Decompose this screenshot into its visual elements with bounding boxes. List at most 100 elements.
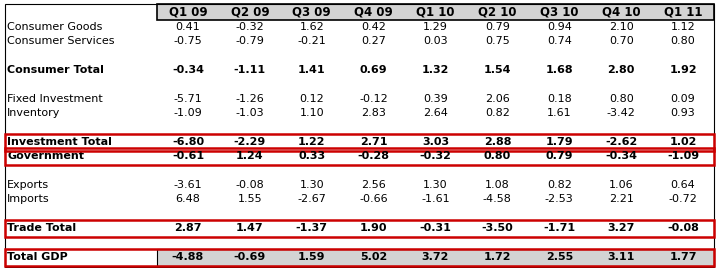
Text: 1.62: 1.62 — [300, 22, 324, 32]
Text: 6.48: 6.48 — [176, 194, 200, 204]
Text: Government: Government — [7, 151, 84, 161]
Text: Imports: Imports — [7, 194, 50, 204]
Text: -0.61: -0.61 — [172, 151, 204, 161]
Text: 1.92: 1.92 — [670, 65, 697, 75]
Text: -0.31: -0.31 — [420, 223, 451, 233]
Text: 3.27: 3.27 — [608, 223, 635, 233]
Text: -0.34: -0.34 — [172, 65, 204, 75]
Text: 0.79: 0.79 — [485, 22, 510, 32]
Text: 3.03: 3.03 — [422, 137, 449, 147]
Bar — [157, 248, 714, 266]
Text: -3.42: -3.42 — [607, 108, 636, 118]
Text: 2.88: 2.88 — [484, 137, 511, 147]
Text: -5.71: -5.71 — [174, 94, 202, 104]
Text: -0.21: -0.21 — [297, 36, 326, 46]
Text: -1.09: -1.09 — [174, 108, 202, 118]
Text: -3.50: -3.50 — [482, 223, 513, 233]
Text: 1.68: 1.68 — [546, 65, 573, 75]
Text: Inventory: Inventory — [7, 108, 60, 118]
Text: 1.24: 1.24 — [236, 151, 264, 161]
Text: Total GDP: Total GDP — [7, 252, 68, 262]
Text: 0.09: 0.09 — [671, 94, 696, 104]
Text: 0.69: 0.69 — [360, 65, 387, 75]
Text: -1.61: -1.61 — [421, 194, 450, 204]
Text: -0.66: -0.66 — [359, 194, 388, 204]
Text: Fixed Investment: Fixed Investment — [7, 94, 103, 104]
Text: -2.62: -2.62 — [605, 137, 637, 147]
Text: -0.79: -0.79 — [235, 36, 264, 46]
Text: 3.72: 3.72 — [422, 252, 449, 262]
Text: -4.88: -4.88 — [172, 252, 204, 262]
Bar — [5, 248, 714, 266]
Text: 0.93: 0.93 — [671, 108, 696, 118]
Text: 1.08: 1.08 — [485, 180, 510, 190]
Text: 2.56: 2.56 — [361, 180, 386, 190]
Text: -0.72: -0.72 — [669, 194, 698, 204]
Text: Q2 09: Q2 09 — [230, 6, 269, 18]
Text: 1.29: 1.29 — [423, 22, 448, 32]
Text: 0.80: 0.80 — [484, 151, 511, 161]
Text: -1.37: -1.37 — [296, 223, 328, 233]
Text: -0.75: -0.75 — [174, 36, 202, 46]
Text: 0.64: 0.64 — [671, 180, 696, 190]
Text: -0.32: -0.32 — [235, 22, 264, 32]
Text: 0.33: 0.33 — [298, 151, 325, 161]
Text: Consumer Goods: Consumer Goods — [7, 22, 102, 32]
Text: 2.21: 2.21 — [608, 194, 634, 204]
Text: -1.26: -1.26 — [235, 94, 264, 104]
Text: -0.08: -0.08 — [667, 223, 699, 233]
Text: -6.80: -6.80 — [172, 137, 204, 147]
Bar — [157, 4, 714, 20]
Text: 1.02: 1.02 — [670, 137, 697, 147]
Text: 0.18: 0.18 — [547, 94, 572, 104]
Text: 0.80: 0.80 — [671, 36, 696, 46]
Text: 0.75: 0.75 — [485, 36, 510, 46]
Text: -0.08: -0.08 — [235, 180, 264, 190]
Text: 0.41: 0.41 — [176, 22, 200, 32]
Text: -4.58: -4.58 — [483, 194, 512, 204]
Text: 1.54: 1.54 — [484, 65, 511, 75]
Text: -0.32: -0.32 — [420, 151, 451, 161]
Text: Q3 10: Q3 10 — [540, 6, 579, 18]
Text: 0.42: 0.42 — [361, 22, 386, 32]
Text: 1.30: 1.30 — [423, 180, 448, 190]
Text: 0.80: 0.80 — [609, 94, 634, 104]
Text: 2.87: 2.87 — [174, 223, 202, 233]
Text: -1.09: -1.09 — [667, 151, 699, 161]
Text: -1.71: -1.71 — [543, 223, 575, 233]
Text: 3.11: 3.11 — [608, 252, 635, 262]
Text: Q1 10: Q1 10 — [416, 6, 455, 18]
Text: Q4 10: Q4 10 — [602, 6, 641, 18]
Text: 1.59: 1.59 — [298, 252, 325, 262]
Text: Trade Total: Trade Total — [7, 223, 76, 233]
Text: 2.71: 2.71 — [360, 137, 387, 147]
Text: 1.30: 1.30 — [300, 180, 324, 190]
Text: -2.53: -2.53 — [545, 194, 574, 204]
Text: Q4 09: Q4 09 — [354, 6, 393, 18]
Text: Q1 11: Q1 11 — [664, 6, 702, 18]
Bar — [5, 133, 714, 151]
Bar — [5, 147, 714, 165]
Text: 2.55: 2.55 — [546, 252, 573, 262]
Bar — [5, 219, 714, 236]
Text: 1.22: 1.22 — [298, 137, 325, 147]
Text: Q1 09: Q1 09 — [168, 6, 207, 18]
Text: 0.27: 0.27 — [361, 36, 386, 46]
Text: 1.77: 1.77 — [670, 252, 697, 262]
Text: 0.82: 0.82 — [485, 108, 510, 118]
Text: 1.41: 1.41 — [298, 65, 325, 75]
Text: -2.29: -2.29 — [234, 137, 266, 147]
Text: 5.02: 5.02 — [360, 252, 387, 262]
Text: 1.79: 1.79 — [546, 137, 573, 147]
Text: 1.10: 1.10 — [300, 108, 324, 118]
Text: -0.69: -0.69 — [234, 252, 266, 262]
Text: 0.12: 0.12 — [300, 94, 324, 104]
Text: 0.70: 0.70 — [609, 36, 634, 46]
Text: 0.74: 0.74 — [547, 36, 572, 46]
Text: -3.61: -3.61 — [174, 180, 202, 190]
Text: 2.83: 2.83 — [361, 108, 386, 118]
Text: -1.03: -1.03 — [235, 108, 264, 118]
Text: -0.34: -0.34 — [606, 151, 637, 161]
Text: Consumer Services: Consumer Services — [7, 36, 114, 46]
Bar — [157, 4, 714, 20]
